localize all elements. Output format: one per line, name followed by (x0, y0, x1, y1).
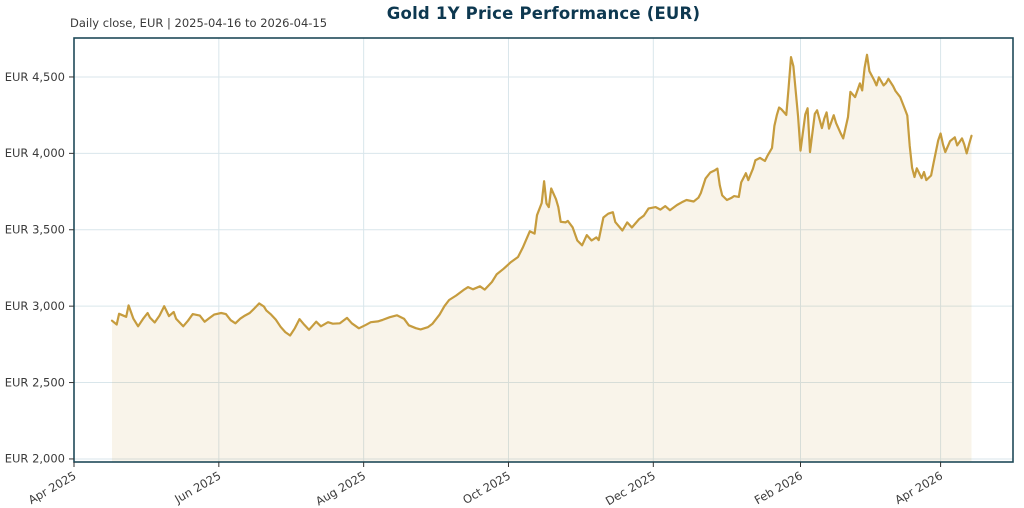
price-line (110, 53, 973, 337)
price-area-fill (112, 54, 972, 463)
x-tick-label: Aug 2025 (313, 468, 368, 508)
y-tick-label: EUR 3,000 (5, 299, 65, 313)
y-tick-label: EUR 4,000 (5, 146, 65, 160)
x-tick-label: Dec 2025 (603, 468, 658, 508)
y-tick-label: EUR 2,000 (5, 452, 65, 466)
x-tick-label: Apr 2026 (892, 468, 945, 507)
chart-subtitle: Daily close, EUR | 2025-04-16 to 2026-04… (70, 16, 328, 30)
plot-border (73, 37, 1014, 463)
chart-title: Gold 1Y Price Performance (EUR) (386, 4, 701, 23)
y-tick-label: EUR 4,500 (5, 70, 65, 84)
x-tick-label: Oct 2025 (460, 468, 513, 507)
x-tick-label: Feb 2026 (752, 468, 805, 507)
y-tick-label: EUR 2,500 (5, 375, 65, 389)
x-tick-label: Apr 2025 (26, 468, 79, 507)
x-tick-label: Jun 2025 (171, 468, 223, 506)
y-tick-label: EUR 3,500 (5, 223, 65, 237)
